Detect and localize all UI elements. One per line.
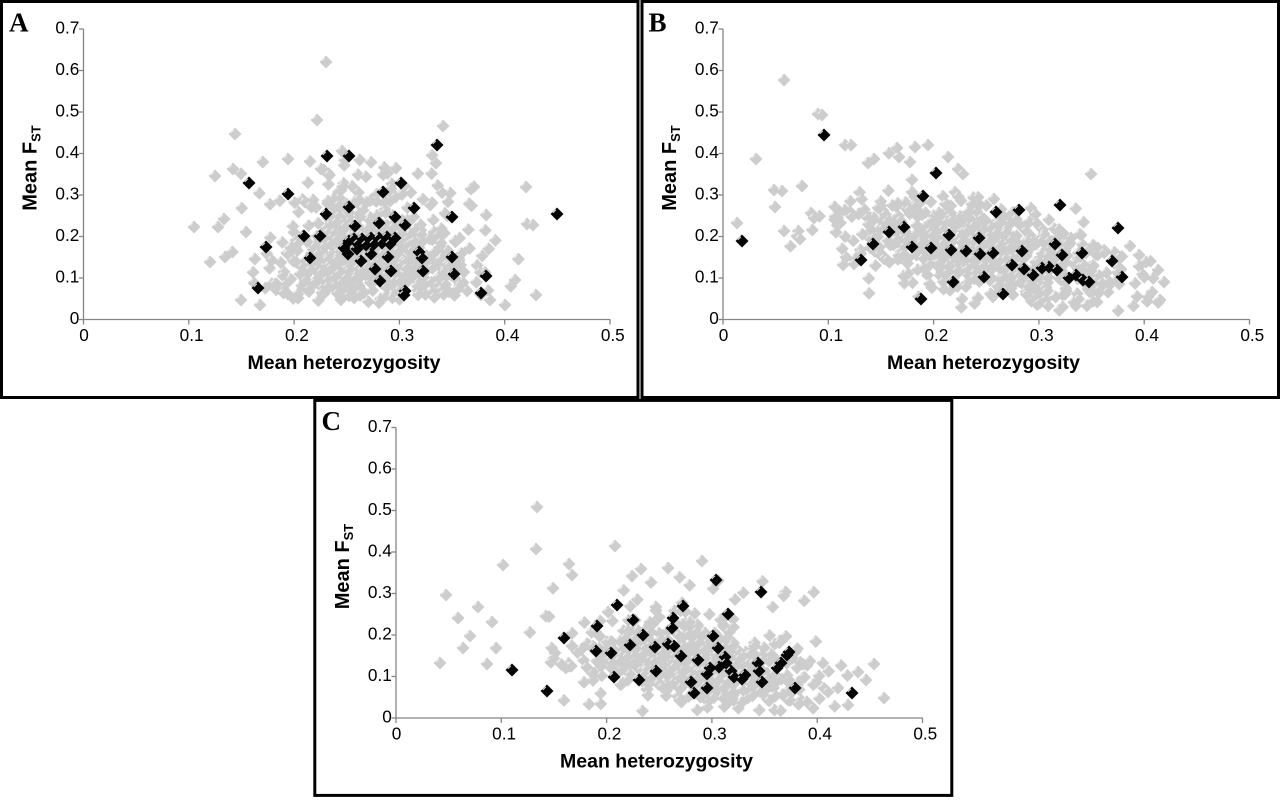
svg-text:0.3: 0.3 bbox=[55, 183, 79, 203]
svg-text:0.3: 0.3 bbox=[1030, 325, 1054, 345]
svg-text:Mean heterozygosity: Mean heterozygosity bbox=[560, 751, 753, 773]
svg-text:0.6: 0.6 bbox=[55, 59, 79, 79]
svg-text:0.3: 0.3 bbox=[390, 325, 414, 345]
svg-text:0.5: 0.5 bbox=[695, 100, 719, 120]
svg-text:Mean FST: Mean FST bbox=[659, 125, 683, 211]
svg-text:0.4: 0.4 bbox=[368, 540, 392, 560]
svg-text:0.1: 0.1 bbox=[695, 266, 719, 286]
svg-text:Mean heterozygosity: Mean heterozygosity bbox=[887, 352, 1080, 374]
svg-text:Mean heterozygosity: Mean heterozygosity bbox=[248, 352, 441, 374]
svg-text:0.6: 0.6 bbox=[368, 457, 392, 477]
svg-text:0: 0 bbox=[79, 325, 89, 345]
svg-text:0.3: 0.3 bbox=[703, 724, 727, 744]
svg-text:0.3: 0.3 bbox=[695, 183, 719, 203]
svg-text:Mean FST: Mean FST bbox=[20, 125, 44, 211]
svg-text:0.6: 0.6 bbox=[695, 59, 719, 79]
svg-text:0.7: 0.7 bbox=[55, 17, 79, 37]
svg-text:0.1: 0.1 bbox=[819, 325, 843, 345]
svg-text:0.4: 0.4 bbox=[1135, 325, 1159, 345]
svg-text:0: 0 bbox=[719, 325, 729, 345]
svg-text:0.2: 0.2 bbox=[924, 325, 948, 345]
svg-text:0.2: 0.2 bbox=[597, 724, 621, 744]
svg-text:0.5: 0.5 bbox=[1240, 325, 1264, 345]
svg-text:0.1: 0.1 bbox=[180, 325, 204, 345]
svg-text:0.7: 0.7 bbox=[368, 416, 392, 436]
svg-text:B: B bbox=[649, 8, 667, 38]
svg-text:0.2: 0.2 bbox=[368, 623, 392, 643]
svg-text:0.5: 0.5 bbox=[913, 724, 937, 744]
svg-text:0.5: 0.5 bbox=[368, 499, 392, 519]
svg-text:0: 0 bbox=[382, 706, 392, 726]
svg-text:0.4: 0.4 bbox=[695, 142, 719, 162]
svg-text:0.5: 0.5 bbox=[601, 325, 625, 345]
svg-text:0.2: 0.2 bbox=[695, 225, 719, 245]
svg-text:C: C bbox=[322, 406, 342, 436]
svg-text:0.1: 0.1 bbox=[492, 724, 516, 744]
svg-text:0.4: 0.4 bbox=[496, 325, 520, 345]
svg-text:0.5: 0.5 bbox=[55, 100, 79, 120]
svg-text:0: 0 bbox=[70, 308, 80, 328]
svg-text:Mean FST: Mean FST bbox=[332, 524, 356, 610]
svg-text:0.3: 0.3 bbox=[368, 582, 392, 602]
svg-text:0.1: 0.1 bbox=[55, 266, 79, 286]
svg-text:0.7: 0.7 bbox=[695, 17, 719, 37]
svg-text:0: 0 bbox=[709, 308, 719, 328]
svg-text:0.2: 0.2 bbox=[55, 225, 79, 245]
svg-text:0.4: 0.4 bbox=[55, 142, 79, 162]
svg-text:0.2: 0.2 bbox=[285, 325, 309, 345]
svg-text:0: 0 bbox=[392, 724, 402, 744]
svg-text:0.4: 0.4 bbox=[808, 724, 832, 744]
svg-text:0.1: 0.1 bbox=[368, 665, 392, 685]
svg-text:A: A bbox=[9, 8, 29, 38]
